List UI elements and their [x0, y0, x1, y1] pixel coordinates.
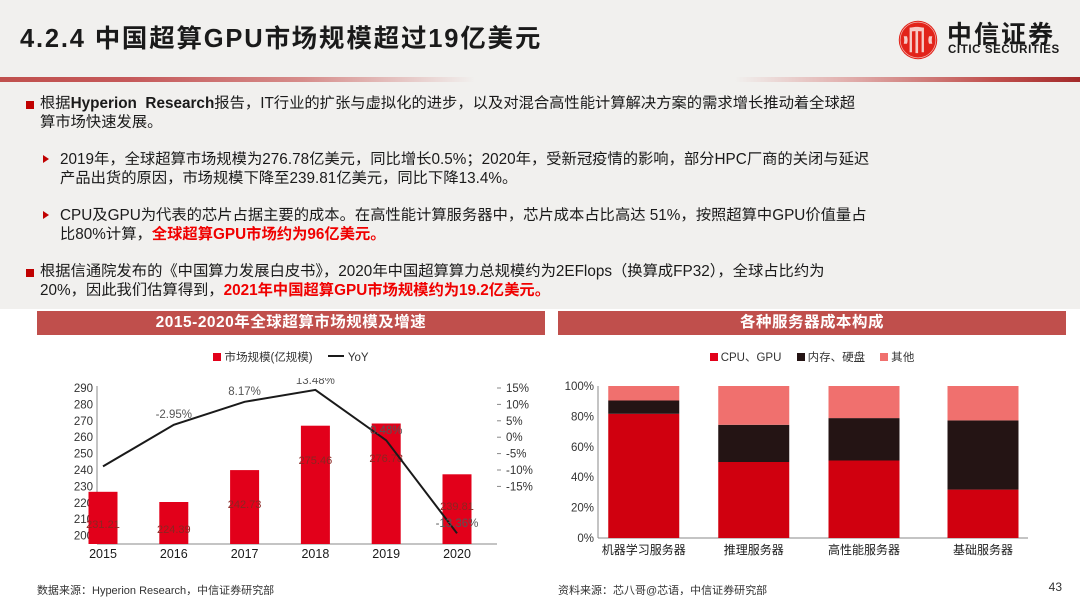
svg-text:8.17%: 8.17% [228, 386, 261, 398]
svg-text:13.48%: 13.48% [296, 378, 335, 387]
svg-text:240: 240 [74, 465, 93, 477]
svg-text:基础服务器: 基础服务器 [953, 542, 1013, 557]
svg-text:280: 280 [74, 399, 93, 411]
svg-text:231.21: 231.21 [86, 519, 120, 531]
svg-text:60%: 60% [571, 442, 594, 454]
svg-text:0.48%: 0.48% [370, 425, 403, 437]
svg-text:242.73: 242.73 [228, 499, 262, 511]
svg-text:2018: 2018 [301, 547, 329, 561]
svg-text:80%: 80% [571, 411, 594, 423]
svg-text:推理服务器: 推理服务器 [724, 542, 784, 557]
svg-text:15%: 15% [506, 383, 529, 395]
svg-text:-15%: -15% [506, 481, 533, 493]
svg-text:20%: 20% [571, 503, 594, 515]
svg-text:239.81: 239.81 [440, 501, 474, 513]
svg-text:-5%: -5% [506, 449, 526, 461]
svg-text:275.46: 275.46 [299, 455, 333, 467]
svg-text:2015: 2015 [89, 547, 117, 561]
svg-text:230: 230 [74, 481, 93, 493]
svg-text:2020: 2020 [443, 547, 471, 561]
svg-text:260: 260 [74, 432, 93, 444]
svg-text:-10%: -10% [506, 465, 533, 477]
svg-text:250: 250 [74, 449, 93, 461]
svg-text:2016: 2016 [160, 547, 188, 561]
svg-text:5%: 5% [506, 416, 523, 428]
svg-text:-13.36%: -13.36% [436, 518, 479, 530]
svg-text:10%: 10% [506, 399, 529, 411]
svg-text:-2.95%: -2.95% [156, 409, 192, 421]
svg-text:机器学习服务器: 机器学习服务器 [602, 542, 686, 557]
svg-text:0%: 0% [577, 533, 594, 545]
svg-text:270: 270 [74, 416, 93, 428]
svg-text:290: 290 [74, 383, 93, 395]
svg-text:0%: 0% [506, 432, 523, 444]
svg-text:高性能服务器: 高性能服务器 [828, 542, 900, 557]
svg-text:2019: 2019 [372, 547, 400, 561]
svg-text:2017: 2017 [231, 547, 259, 561]
svg-text:40%: 40% [571, 472, 594, 484]
svg-text:224.39: 224.39 [157, 524, 191, 536]
svg-text:100%: 100% [565, 381, 594, 393]
